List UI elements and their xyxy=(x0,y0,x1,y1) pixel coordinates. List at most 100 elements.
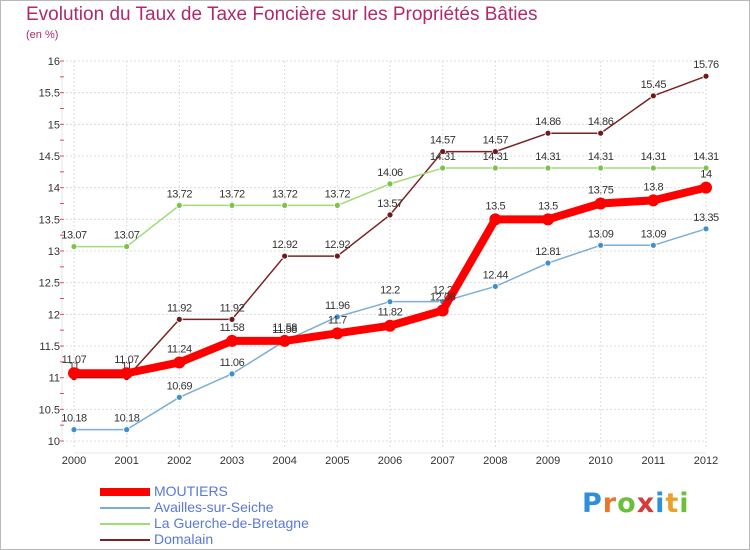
data-label: 13.8 xyxy=(643,181,663,193)
data-label: 11.24 xyxy=(167,343,192,355)
data-point xyxy=(278,334,291,347)
data-label: 10.69 xyxy=(167,380,193,392)
data-label: 10.18 xyxy=(61,413,87,425)
legend-label: Availles-sur-Seiche xyxy=(154,499,274,515)
y-tick-label: 13.5 xyxy=(39,214,60,226)
x-tick-label: 2009 xyxy=(536,455,560,467)
data-point xyxy=(491,148,499,155)
x-tick-label: 2011 xyxy=(642,455,666,467)
data-label: 14.31 xyxy=(483,151,509,163)
data-label: 13.09 xyxy=(588,228,614,240)
legend-label: La Guerche-de-Bretagne xyxy=(154,515,309,531)
legend-swatch xyxy=(100,523,150,525)
data-label: 11.82 xyxy=(378,307,403,319)
data-label: 14.57 xyxy=(483,135,509,147)
x-tick-label: 2007 xyxy=(430,455,454,467)
data-label: 12.44 xyxy=(483,269,509,281)
data-label: 15.76 xyxy=(693,59,719,71)
data-label: 12.92 xyxy=(272,239,298,251)
data-label: 12.92 xyxy=(325,239,351,251)
y-tick-label: 15 xyxy=(48,119,60,131)
data-label: 13.35 xyxy=(693,212,719,224)
data-label: 14.31 xyxy=(641,151,667,163)
unit-label: (en %) xyxy=(26,29,59,41)
data-point xyxy=(649,164,657,172)
y-tick-label: 11 xyxy=(49,373,60,385)
data-label: 11.7 xyxy=(328,314,347,326)
data-point xyxy=(439,148,447,155)
y-tick-label: 12 xyxy=(48,309,60,321)
data-label: 14.31 xyxy=(693,151,719,163)
data-label: 13.07 xyxy=(61,230,87,242)
data-label: 14 xyxy=(700,169,712,181)
data-point xyxy=(120,367,133,380)
data-label: 13.72 xyxy=(272,188,298,200)
logo-letter: o xyxy=(617,488,637,519)
data-label: 11 xyxy=(121,361,132,373)
data-point xyxy=(175,315,183,323)
data-point xyxy=(175,393,183,401)
data-point xyxy=(542,213,554,226)
data-label: 14.06 xyxy=(377,167,403,179)
data-point xyxy=(489,213,502,226)
legend-label: Domalain xyxy=(154,531,214,547)
data-label: 13.72 xyxy=(167,188,193,200)
logo-letter: r xyxy=(602,488,618,519)
y-tick-label: 10 xyxy=(48,436,60,448)
data-label: 11.07 xyxy=(62,354,87,366)
data-point xyxy=(597,241,605,249)
y-tick-label: 12.5 xyxy=(39,278,60,290)
data-point xyxy=(384,319,396,332)
data-point xyxy=(544,164,552,172)
data-point xyxy=(386,298,394,306)
data-point xyxy=(647,194,660,207)
x-tick-label: 2004 xyxy=(272,455,296,467)
data-point xyxy=(123,243,131,250)
data-label: 13.57 xyxy=(377,198,403,210)
data-point xyxy=(491,283,499,290)
data-label: 11 xyxy=(69,361,80,373)
x-tick-label: 2001 xyxy=(114,455,138,467)
legend-swatch xyxy=(100,539,150,541)
x-tick-label: 2010 xyxy=(588,455,612,467)
y-tick-label: 10.5 xyxy=(39,404,60,416)
data-label: 11.06 xyxy=(220,357,245,369)
data-point xyxy=(491,164,499,172)
data-label: 11.92 xyxy=(220,302,245,314)
data-point xyxy=(333,313,341,321)
logo-letter: i xyxy=(655,488,666,519)
x-tick-label: 2002 xyxy=(167,455,191,467)
y-tick-label: 11.5 xyxy=(39,341,60,353)
y-tick-label: 14 xyxy=(48,183,60,195)
data-point xyxy=(333,252,341,260)
data-point xyxy=(281,201,289,209)
x-tick-label: 2006 xyxy=(378,455,402,467)
data-label: 12.81 xyxy=(535,246,561,258)
data-label: 11.96 xyxy=(325,300,350,312)
x-tick-label: 2003 xyxy=(220,455,244,467)
data-point xyxy=(226,334,238,347)
data-label: 13.09 xyxy=(641,228,667,240)
proxiti-logo: Proxiti xyxy=(582,488,690,519)
data-point xyxy=(594,197,607,210)
data-point xyxy=(175,201,183,209)
x-tick-label: 2000 xyxy=(62,455,86,467)
data-label: 14.86 xyxy=(535,116,561,128)
data-point xyxy=(228,201,236,209)
logo-letter: P xyxy=(582,488,603,519)
data-point xyxy=(649,241,657,249)
data-label: 11.58 xyxy=(220,322,245,334)
data-label: 13.72 xyxy=(325,188,351,200)
data-label: 11.58 xyxy=(272,324,297,336)
data-point xyxy=(597,129,605,137)
legend-label: MOUTIERS xyxy=(154,483,228,499)
data-point xyxy=(544,259,552,267)
y-tick-label: 14.5 xyxy=(39,151,60,163)
data-label: 14.86 xyxy=(588,116,614,128)
data-point xyxy=(70,243,78,250)
y-tick-label: 16 xyxy=(48,56,60,68)
data-point xyxy=(439,164,447,172)
data-point xyxy=(70,426,78,434)
logo-letter: i xyxy=(679,488,690,519)
data-point xyxy=(331,327,344,340)
